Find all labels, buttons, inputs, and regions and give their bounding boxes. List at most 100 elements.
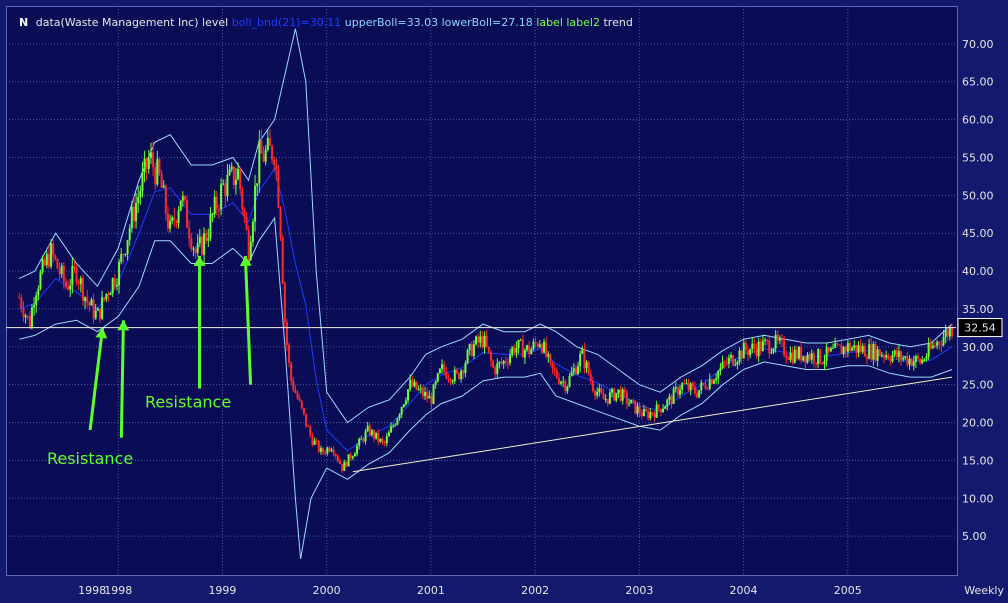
- candle-body: [812, 353, 815, 364]
- candle-body: [130, 206, 133, 229]
- candle-body: [158, 158, 161, 174]
- candle-body: [135, 202, 138, 222]
- candle-body: [347, 454, 350, 467]
- candle-body: [863, 345, 866, 357]
- candle-body: [917, 355, 920, 359]
- legend-symbol: N: [19, 16, 29, 29]
- candle-body: [392, 425, 395, 427]
- candle-body: [776, 334, 779, 341]
- candle-body: [58, 268, 61, 275]
- candle-body: [872, 343, 875, 360]
- candle-body: [668, 396, 671, 400]
- period-label[interactable]: Weekly: [964, 584, 1004, 597]
- candle-body: [169, 220, 172, 229]
- candle-body: [149, 152, 152, 158]
- candle-body: [451, 381, 454, 383]
- candle-body: [889, 358, 892, 362]
- candle-body: [353, 453, 356, 457]
- candle-body: [623, 389, 626, 393]
- candle-body: [113, 278, 116, 287]
- candle-body: [897, 351, 900, 358]
- x-tick-label: 1998: [78, 584, 106, 597]
- candle-body: [103, 297, 106, 300]
- candle-body: [732, 355, 735, 366]
- candle-body: [407, 389, 410, 401]
- candle-body: [798, 347, 801, 359]
- candle-body: [213, 196, 216, 215]
- candle-body: [619, 389, 622, 401]
- candle-body: [638, 406, 641, 414]
- trend-line: [352, 376, 953, 473]
- plot-area[interactable]: N data(Waste Management Inc) level boll_…: [6, 6, 958, 576]
- candle-body: [511, 347, 514, 355]
- candle-body: [190, 238, 193, 250]
- candle-body: [946, 330, 949, 337]
- candle-body: [904, 356, 907, 358]
- candle-body: [283, 283, 286, 323]
- candle-body: [475, 336, 478, 345]
- candle-body: [485, 335, 488, 347]
- candle-body: [64, 281, 67, 288]
- candle-body: [691, 383, 694, 387]
- candle-body: [598, 388, 601, 392]
- x-tick-label: 1998: [104, 584, 132, 597]
- candle-body: [271, 146, 274, 160]
- candle-body: [479, 336, 482, 343]
- candle-body: [564, 381, 567, 392]
- candle-body: [747, 350, 750, 356]
- candle-body: [936, 341, 939, 346]
- candle-body: [396, 418, 399, 425]
- candle-body: [56, 258, 59, 269]
- candle-body: [228, 169, 231, 175]
- candle-body: [105, 294, 108, 300]
- last-price-label: 32.54: [964, 322, 996, 335]
- candle-body: [934, 345, 937, 347]
- candle-body: [77, 282, 80, 285]
- candle-body: [927, 343, 930, 357]
- candle-body: [96, 308, 99, 311]
- candle-body: [504, 360, 507, 363]
- candle-body: [659, 408, 662, 413]
- candle-body: [217, 208, 220, 210]
- candle-body: [713, 380, 716, 384]
- candle-body: [22, 308, 25, 318]
- candle-body: [326, 447, 329, 454]
- y-tick-label: 35.00: [962, 303, 994, 316]
- resistance-annotation: Resistance: [47, 449, 133, 468]
- candle-body: [86, 297, 89, 303]
- candle-body: [453, 369, 456, 382]
- candle-body: [489, 351, 492, 361]
- candle-body: [846, 343, 849, 352]
- candle-body: [727, 357, 730, 364]
- candle-body: [594, 390, 597, 396]
- candle-body: [426, 391, 429, 399]
- candle-body: [857, 345, 860, 353]
- candle-body: [45, 254, 48, 265]
- candle-body: [766, 339, 769, 341]
- candle-body: [802, 356, 805, 361]
- candle-body: [878, 349, 881, 357]
- candle-body: [621, 389, 624, 401]
- candle-body: [368, 425, 371, 436]
- candle-body: [71, 266, 74, 286]
- candle-body: [69, 285, 72, 290]
- candle-body: [215, 196, 218, 209]
- candle-body: [260, 140, 263, 154]
- candle-body: [757, 341, 760, 357]
- candle-body: [379, 439, 382, 442]
- candle-body: [245, 216, 248, 230]
- candle-body: [557, 377, 560, 384]
- candle-body: [861, 345, 864, 352]
- candle-body: [186, 199, 189, 228]
- candle-body: [870, 344, 873, 360]
- candle-body: [256, 183, 259, 186]
- legend-trend: trend: [603, 16, 633, 29]
- candle-body: [647, 411, 650, 419]
- y-tick-label: 60.00: [962, 114, 994, 127]
- candle-body: [147, 157, 150, 169]
- x-tick-label: 2002: [521, 584, 549, 597]
- candle-body: [92, 299, 95, 319]
- candle-body: [196, 243, 199, 253]
- candle-body: [251, 221, 254, 242]
- candle-body: [770, 352, 773, 354]
